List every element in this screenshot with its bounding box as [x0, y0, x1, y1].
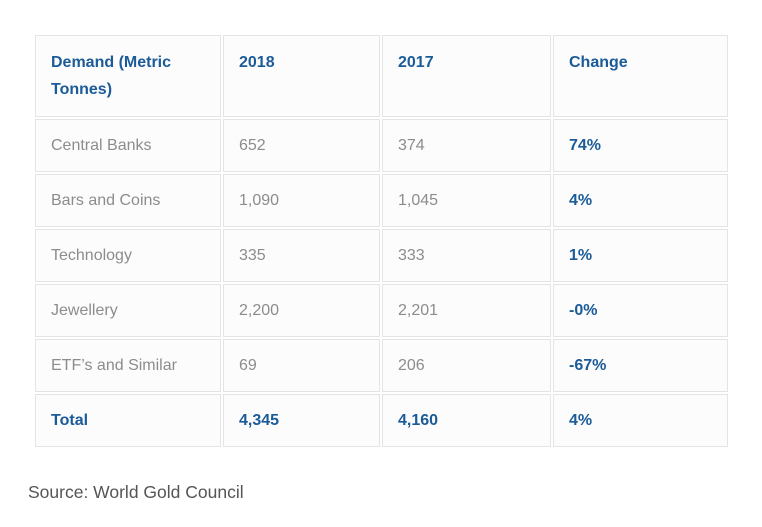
value-2017-cell: 4,160 — [382, 394, 551, 447]
demand-table-body: Central Banks 652 374 74% Bars and Coins 1,09… — [35, 119, 728, 447]
change-cell: 4% — [553, 174, 728, 227]
column-header-2018: 2018 — [223, 35, 380, 117]
row-label-cell: ETF’s and Similar — [35, 339, 221, 392]
table-row: Jewellery 2,200 2,201 -0% — [35, 284, 728, 337]
column-header-demand: Demand (Metric Tonnes) — [35, 35, 221, 117]
value-2018-cell: 4,345 — [223, 394, 380, 447]
column-header-2017: 2017 — [382, 35, 551, 117]
source-caption: Source: World Gold Council — [28, 482, 244, 502]
value-2017-cell: 333 — [382, 229, 551, 282]
value-2017-cell: 374 — [382, 119, 551, 172]
value-2018-cell: 69 — [223, 339, 380, 392]
value-2018-cell: 1,090 — [223, 174, 380, 227]
table-row: Bars and Coins 1,090 1,045 4% — [35, 174, 728, 227]
value-2018-cell: 2,200 — [223, 284, 380, 337]
header-row: Demand (Metric Tonnes) 2018 2017 Change — [35, 35, 728, 117]
change-cell: 74% — [553, 119, 728, 172]
change-cell: -67% — [553, 339, 728, 392]
table-row: Central Banks 652 374 74% — [35, 119, 728, 172]
column-header-change: Change — [553, 35, 728, 117]
value-2017-cell: 1,045 — [382, 174, 551, 227]
row-label-cell: Jewellery — [35, 284, 221, 337]
row-label-cell: Technology — [35, 229, 221, 282]
value-2018-cell: 652 — [223, 119, 380, 172]
change-cell: 1% — [553, 229, 728, 282]
gold-demand-table: Demand (Metric Tonnes) 2018 2017 Change … — [33, 33, 730, 449]
row-label-cell: Central Banks — [35, 119, 221, 172]
change-cell: 4% — [553, 394, 728, 447]
value-2018-cell: 335 — [223, 229, 380, 282]
table-row: Technology 335 333 1% — [35, 229, 728, 282]
row-label-cell: Total — [35, 394, 221, 447]
value-2017-cell: 206 — [382, 339, 551, 392]
table-row: ETF’s and Similar 69 206 -67% — [35, 339, 728, 392]
change-cell: -0% — [553, 284, 728, 337]
value-2017-cell: 2,201 — [382, 284, 551, 337]
row-label-cell: Bars and Coins — [35, 174, 221, 227]
table-row: Total 4,345 4,160 4% — [35, 394, 728, 447]
